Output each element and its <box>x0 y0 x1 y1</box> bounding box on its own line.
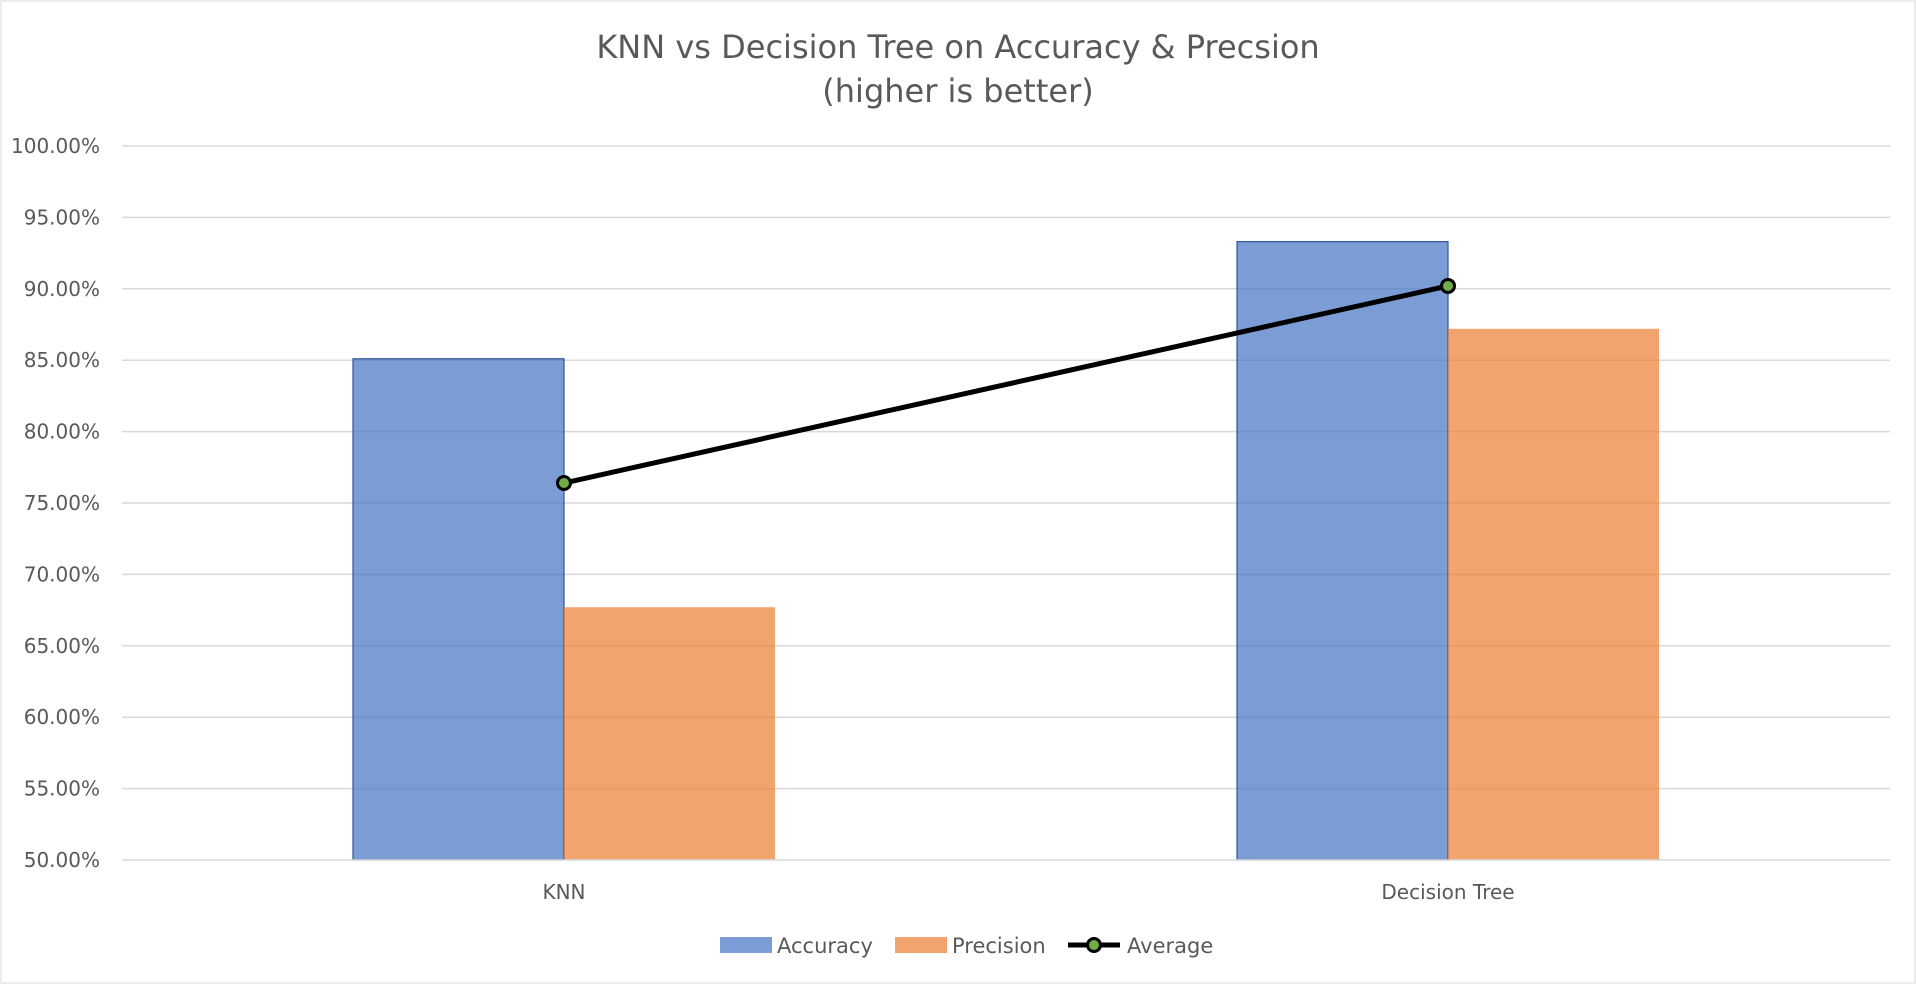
legend-swatch-precision <box>895 937 947 953</box>
x-category-label: KNN <box>542 880 585 904</box>
chart-title: KNN vs Decision Tree on Accuracy & Precs… <box>596 28 1319 66</box>
legend-label-accuracy: Accuracy <box>777 934 873 958</box>
chart-subtitle: (higher is better) <box>822 72 1093 110</box>
y-tick-label: 70.00% <box>24 562 100 586</box>
x-axis-category-labels: KNN Decision Tree <box>542 880 1514 904</box>
precision-bar-decision-tree <box>1448 328 1659 860</box>
legend-label-precision: Precision <box>952 934 1046 958</box>
y-tick-label: 55.00% <box>24 777 100 801</box>
average-marker <box>556 475 572 492</box>
bars <box>352 241 1659 861</box>
y-tick-label: 95.00% <box>24 205 100 229</box>
y-axis-tick-labels: 50.00% 55.00% 60.00% 65.00% 70.00% 75.00% 80.0… <box>11 134 100 872</box>
legend-marker-average <box>1086 937 1102 953</box>
y-tick-label: 50.00% <box>24 848 100 872</box>
x-category-label: Decision Tree <box>1381 880 1514 904</box>
legend-swatch-accuracy <box>720 937 772 953</box>
legend: Accuracy Precision Average <box>720 934 1213 958</box>
y-tick-label: 85.00% <box>24 348 100 372</box>
average-line <box>563 283 1449 486</box>
y-tick-label: 60.00% <box>24 705 100 729</box>
accuracy-bar-decision-tree <box>1236 241 1449 861</box>
y-tick-label: 90.00% <box>24 277 100 301</box>
y-tick-label: 75.00% <box>24 491 100 515</box>
legend-label-average: Average <box>1127 934 1213 958</box>
precision-bar-knn <box>564 607 775 860</box>
accuracy-bar-knn <box>352 358 565 861</box>
average-line-series <box>556 277 1456 492</box>
y-tick-label: 100.00% <box>11 134 100 158</box>
average-marker <box>1440 277 1456 294</box>
y-tick-label: 80.00% <box>24 420 100 444</box>
y-tick-label: 65.00% <box>24 634 100 658</box>
